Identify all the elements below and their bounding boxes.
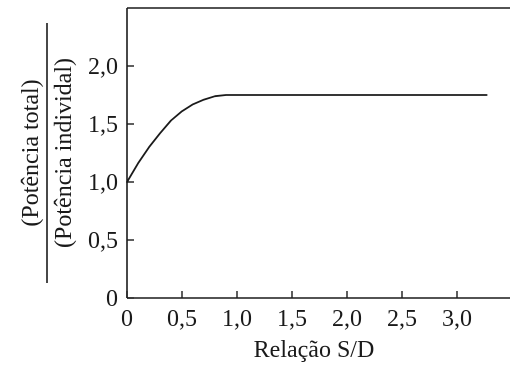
x-axis-title: Relação S/D (254, 337, 375, 363)
y-axis-title-numerator: (Potência total) (18, 79, 44, 226)
y-tick-label: 1,0 (88, 170, 118, 196)
tick-labels: 0 0,5 1,0 1,5 2,0 2,5 3,0 0 0,5 1,0 1,5 2,0 (88, 54, 472, 332)
series-line (126, 94, 488, 183)
x-tick-label: 0,5 (167, 306, 197, 332)
series (126, 94, 488, 183)
x-tick-label: 1,0 (222, 306, 252, 332)
plot-frame (126, 7, 510, 299)
y-tick-label: 0,5 (88, 228, 118, 254)
y-axis-title: (Potência total) (Potência individal) (18, 23, 77, 283)
x-tick-label: 0 (121, 306, 133, 332)
ticks (126, 65, 458, 299)
x-tick-label: 2,5 (387, 306, 417, 332)
y-tick-label: 2,0 (88, 54, 118, 80)
x-tick-label: 3,0 (442, 306, 472, 332)
x-tick-label: 1,5 (277, 306, 307, 332)
y-tick-label: 0 (106, 286, 118, 312)
y-tick-label: 1,5 (88, 112, 118, 138)
y-axis-title-denominator: (Potência individal) (51, 58, 77, 248)
x-tick-label: 2,0 (332, 306, 362, 332)
